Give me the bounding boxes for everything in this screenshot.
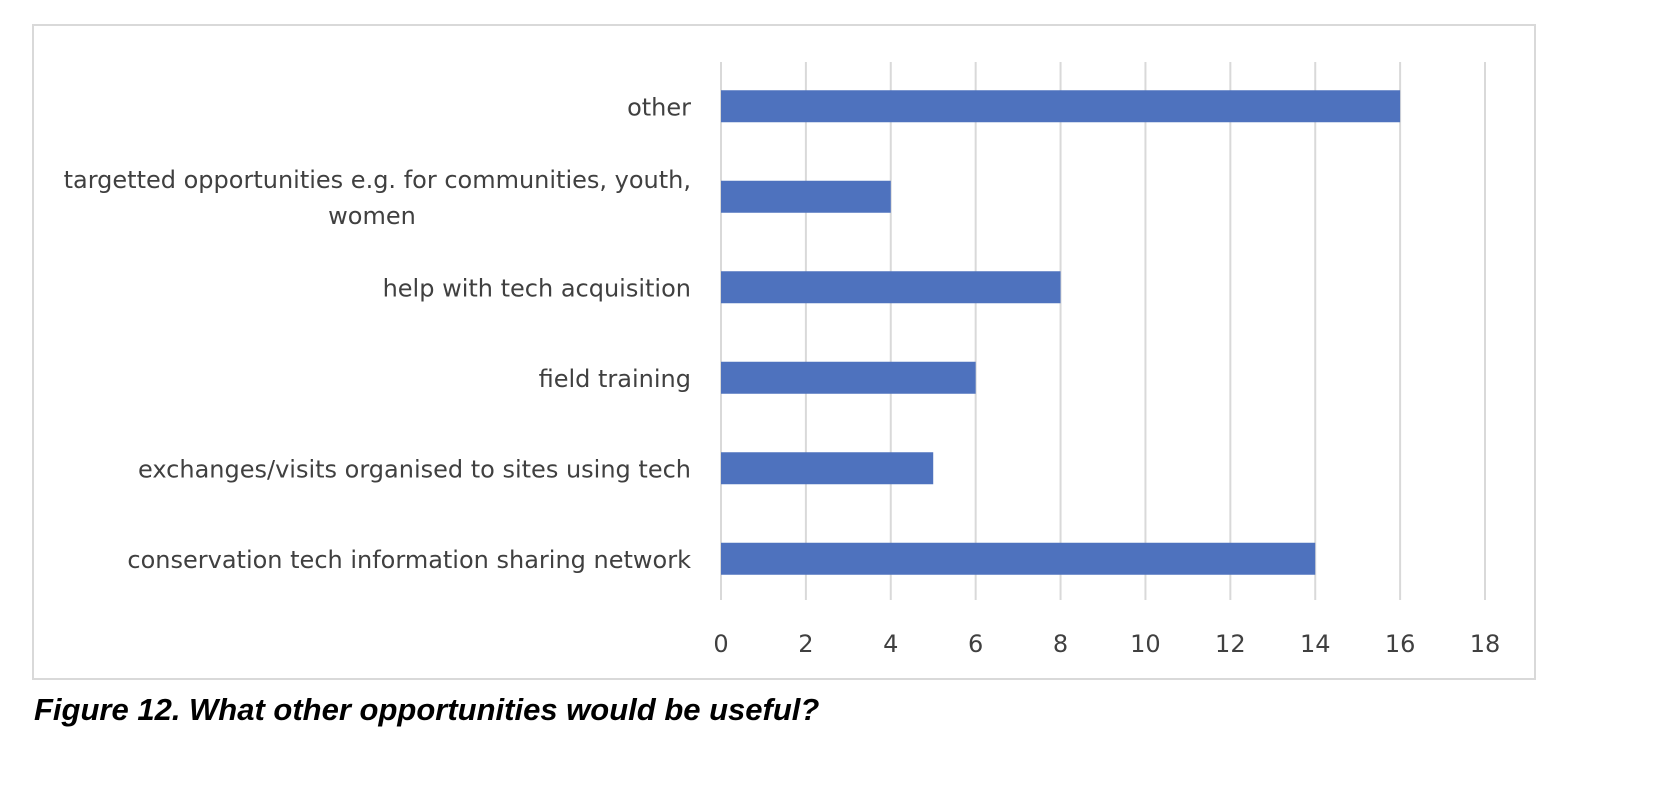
category-label: targetted opportunities e.g. for communi… bbox=[64, 166, 691, 194]
x-tick-label: 4 bbox=[883, 630, 898, 658]
x-tick-label: 12 bbox=[1215, 630, 1246, 658]
bar bbox=[721, 180, 891, 213]
bar bbox=[721, 90, 1401, 123]
bar-chart: 0 2 4 6 8 10 12 14 16 18 other targetted opportunit… bbox=[64, 62, 1501, 658]
x-tick-label: 18 bbox=[1470, 630, 1501, 658]
x-tick-label: 6 bbox=[968, 630, 983, 658]
x-tick-label: 10 bbox=[1130, 630, 1161, 658]
bar bbox=[721, 361, 976, 394]
category-label: conservation tech information sharing ne… bbox=[127, 546, 691, 574]
x-tick-label: 8 bbox=[1053, 630, 1068, 658]
category-label: other bbox=[627, 93, 691, 121]
category-label: help with tech acquisition bbox=[383, 274, 691, 302]
category-label: women bbox=[328, 202, 416, 230]
bar bbox=[721, 452, 934, 485]
x-tick-label: 0 bbox=[713, 630, 728, 658]
bar bbox=[721, 271, 1061, 304]
figure-caption: Figure 12. What other opportunities woul… bbox=[34, 692, 820, 727]
x-tick-label: 14 bbox=[1300, 630, 1331, 658]
x-tick-label: 16 bbox=[1385, 630, 1416, 658]
bar bbox=[721, 542, 1316, 575]
category-label: field training bbox=[539, 365, 691, 393]
category-label: exchanges/visits organised to sites usin… bbox=[138, 455, 691, 483]
x-tick-label: 2 bbox=[798, 630, 813, 658]
